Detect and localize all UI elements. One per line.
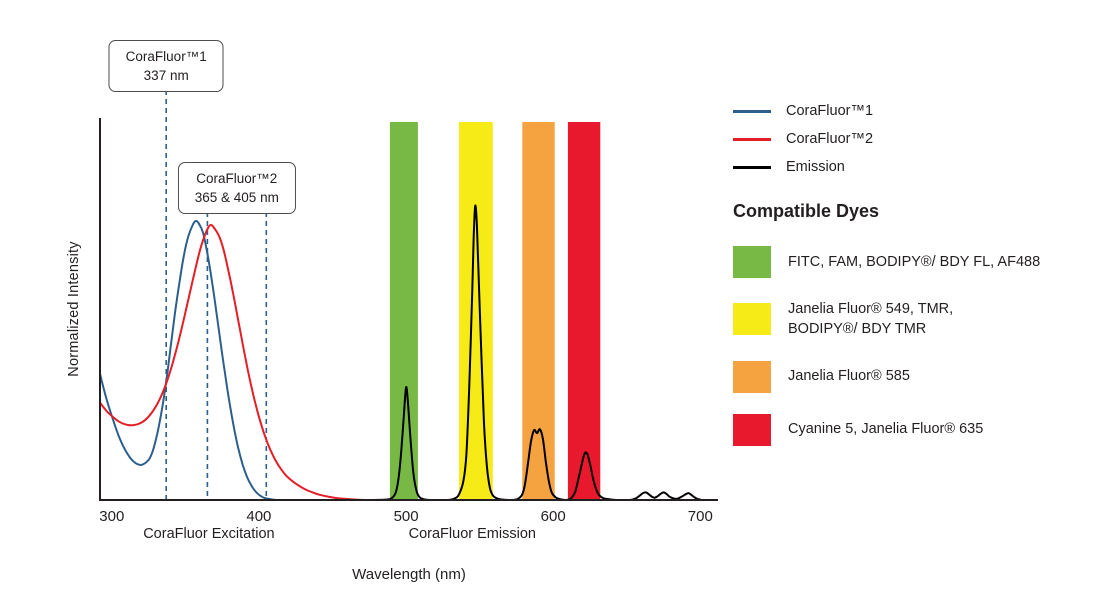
yellow-dye-swatch	[733, 303, 771, 336]
dye-band-1	[459, 122, 493, 500]
chart-canvas: 300 400 500 600 700	[99, 45, 718, 525]
callout-corafluor2-wavelength: 365 & 405 nm	[194, 190, 279, 206]
dye-row-orange: Janelia Fluor® 585	[733, 360, 1105, 393]
x-tick-label-700: 700	[688, 508, 713, 525]
legend-entry-corafluor2: CoraFluor™2	[733, 131, 1105, 147]
excitation-curve-corafluor2	[99, 223, 368, 501]
green-dye-swatch	[733, 246, 771, 278]
callout-corafluor1: CoraFluor™1 337 nm	[108, 40, 224, 93]
legend-entry-corafluor1: CoraFluor™1	[733, 103, 1105, 119]
axis-spines	[99, 118, 718, 501]
corafluor2-line-swatch	[733, 137, 771, 141]
callout-corafluor2-title: CoraFluor™2	[196, 171, 278, 186]
emission-line-swatch	[733, 165, 771, 169]
x-tick-label-400: 400	[246, 508, 271, 525]
dye-band-3	[567, 122, 601, 500]
dye-row-red: Cyanine 5, Janelia Fluor® 635	[733, 413, 1105, 446]
x-section-label-excitation: CoraFluor Excitation	[143, 526, 275, 542]
callout-corafluor1-title: CoraFluor™1	[125, 49, 207, 64]
legend-line-entries: CoraFluor™1 CoraFluor™2 Emission	[733, 103, 1105, 175]
compatible-dyes-list: FITC, FAM, BODIPY®/ BDY FL, AF488 Janeli…	[733, 246, 1105, 446]
legend-entry-label: Emission	[786, 159, 845, 175]
legend-entry-label: CoraFluor™1	[786, 103, 874, 119]
callout-corafluor1-wavelength: 337 nm	[143, 68, 189, 84]
x-tick-label-500: 500	[394, 508, 419, 525]
x-tick-label-600: 600	[541, 508, 566, 525]
compatible-dyes-title: Compatible Dyes	[733, 201, 880, 221]
orange-dye-swatch	[733, 360, 771, 393]
dye-band-2	[522, 122, 555, 500]
dye-label: FITC, FAM, BODIPY®/ BDY FL, AF488	[788, 253, 1041, 270]
legend-entry-label: CoraFluor™2	[786, 131, 874, 147]
callout-corafluor2: CoraFluor™2 365 & 405 nm	[177, 162, 296, 215]
excitation-curve-corafluor1	[99, 220, 278, 501]
dye-label: Janelia Fluor® 549, TMR, BODIPY®/ BDY TM…	[788, 301, 954, 338]
dye-row-green: FITC, FAM, BODIPY®/ BDY FL, AF488	[733, 246, 1105, 278]
dye-label: Janelia Fluor® 585	[788, 368, 910, 385]
dye-row-yellow: Janelia Fluor® 549, TMR, BODIPY®/ BDY TM…	[733, 299, 1105, 340]
legend-panel: CoraFluor™1 CoraFluor™2 Emission Compati…	[733, 103, 1105, 446]
dye-band-0	[389, 122, 418, 500]
x-axis-label: Wavelength (nm)	[352, 566, 466, 583]
legend-entry-emission: Emission	[733, 159, 1105, 175]
red-dye-swatch	[733, 413, 771, 446]
dye-label: Cyanine 5, Janelia Fluor® 635	[788, 421, 984, 438]
x-tick-label-300: 300	[99, 508, 124, 525]
corafluor1-line-swatch	[733, 109, 771, 113]
spectra-chart: 300 400 500 600 700 Normalized Intensity Cor…	[66, 40, 718, 583]
y-axis-label: Normalized Intensity	[66, 241, 82, 377]
x-section-label-emission: CoraFluor Emission	[408, 526, 536, 542]
